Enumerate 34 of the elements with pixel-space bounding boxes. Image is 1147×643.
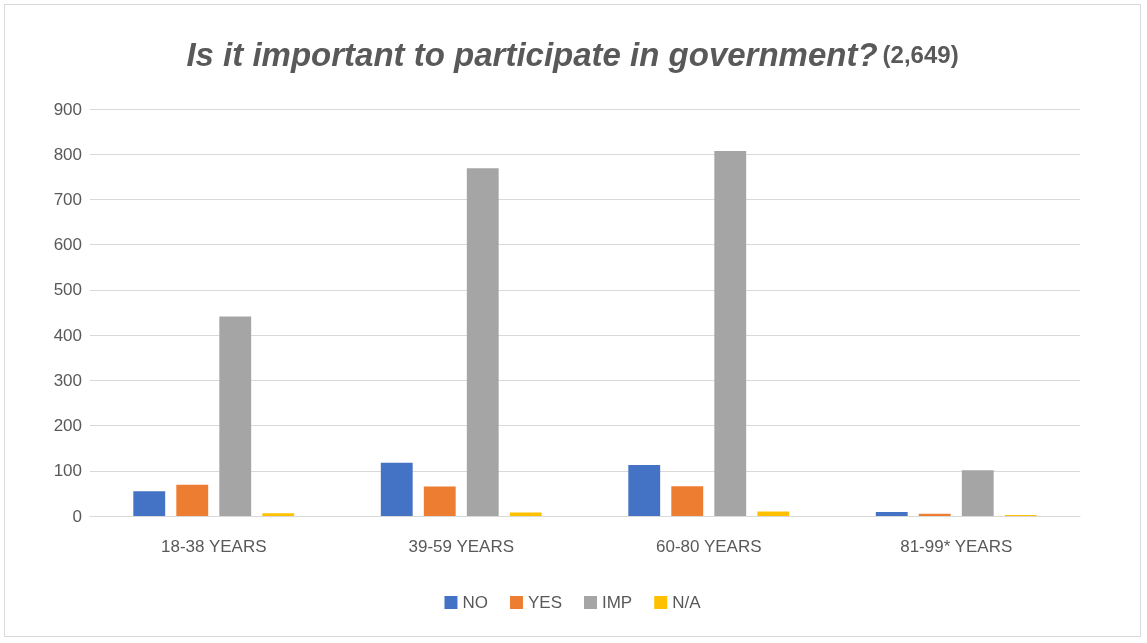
bar bbox=[757, 511, 790, 516]
bar bbox=[262, 513, 295, 516]
bar bbox=[176, 484, 209, 516]
x-tick-label: 81-99* YEARS bbox=[900, 537, 1013, 556]
bar bbox=[423, 486, 456, 516]
bar bbox=[219, 316, 252, 516]
y-tick-label: 700 bbox=[53, 189, 82, 209]
y-tick-label: 0 bbox=[72, 506, 82, 526]
legend-label: N/A bbox=[672, 593, 702, 612]
bar bbox=[133, 491, 166, 516]
y-tick-label: 900 bbox=[53, 99, 82, 119]
legend-label: NO bbox=[462, 593, 488, 612]
bar bbox=[380, 462, 413, 516]
y-tick-label: 500 bbox=[53, 280, 82, 300]
bar bbox=[671, 486, 704, 516]
bar bbox=[509, 512, 542, 516]
bar bbox=[628, 464, 661, 516]
y-tick-label: 200 bbox=[53, 416, 82, 436]
bar bbox=[961, 470, 994, 516]
bar bbox=[875, 511, 908, 516]
y-tick-label: 100 bbox=[53, 461, 82, 481]
chart-title: Is it important to participate in government? bbox=[186, 36, 878, 73]
bar bbox=[714, 151, 747, 516]
y-tick-label: 400 bbox=[53, 325, 82, 345]
x-tick-label: 39-59 YEARS bbox=[408, 537, 515, 556]
y-tick-label: 600 bbox=[53, 235, 82, 255]
x-tick-label: 60-80 YEARS bbox=[655, 537, 762, 556]
y-tick-label: 800 bbox=[53, 144, 82, 164]
y-tick-label: 300 bbox=[53, 370, 82, 390]
bar bbox=[466, 168, 499, 516]
legend-label: YES bbox=[527, 593, 562, 612]
chart-subtitle: (2,649) bbox=[882, 41, 959, 68]
x-tick-label: 18-38 YEARS bbox=[160, 537, 267, 556]
legend-label: IMP bbox=[601, 593, 633, 612]
